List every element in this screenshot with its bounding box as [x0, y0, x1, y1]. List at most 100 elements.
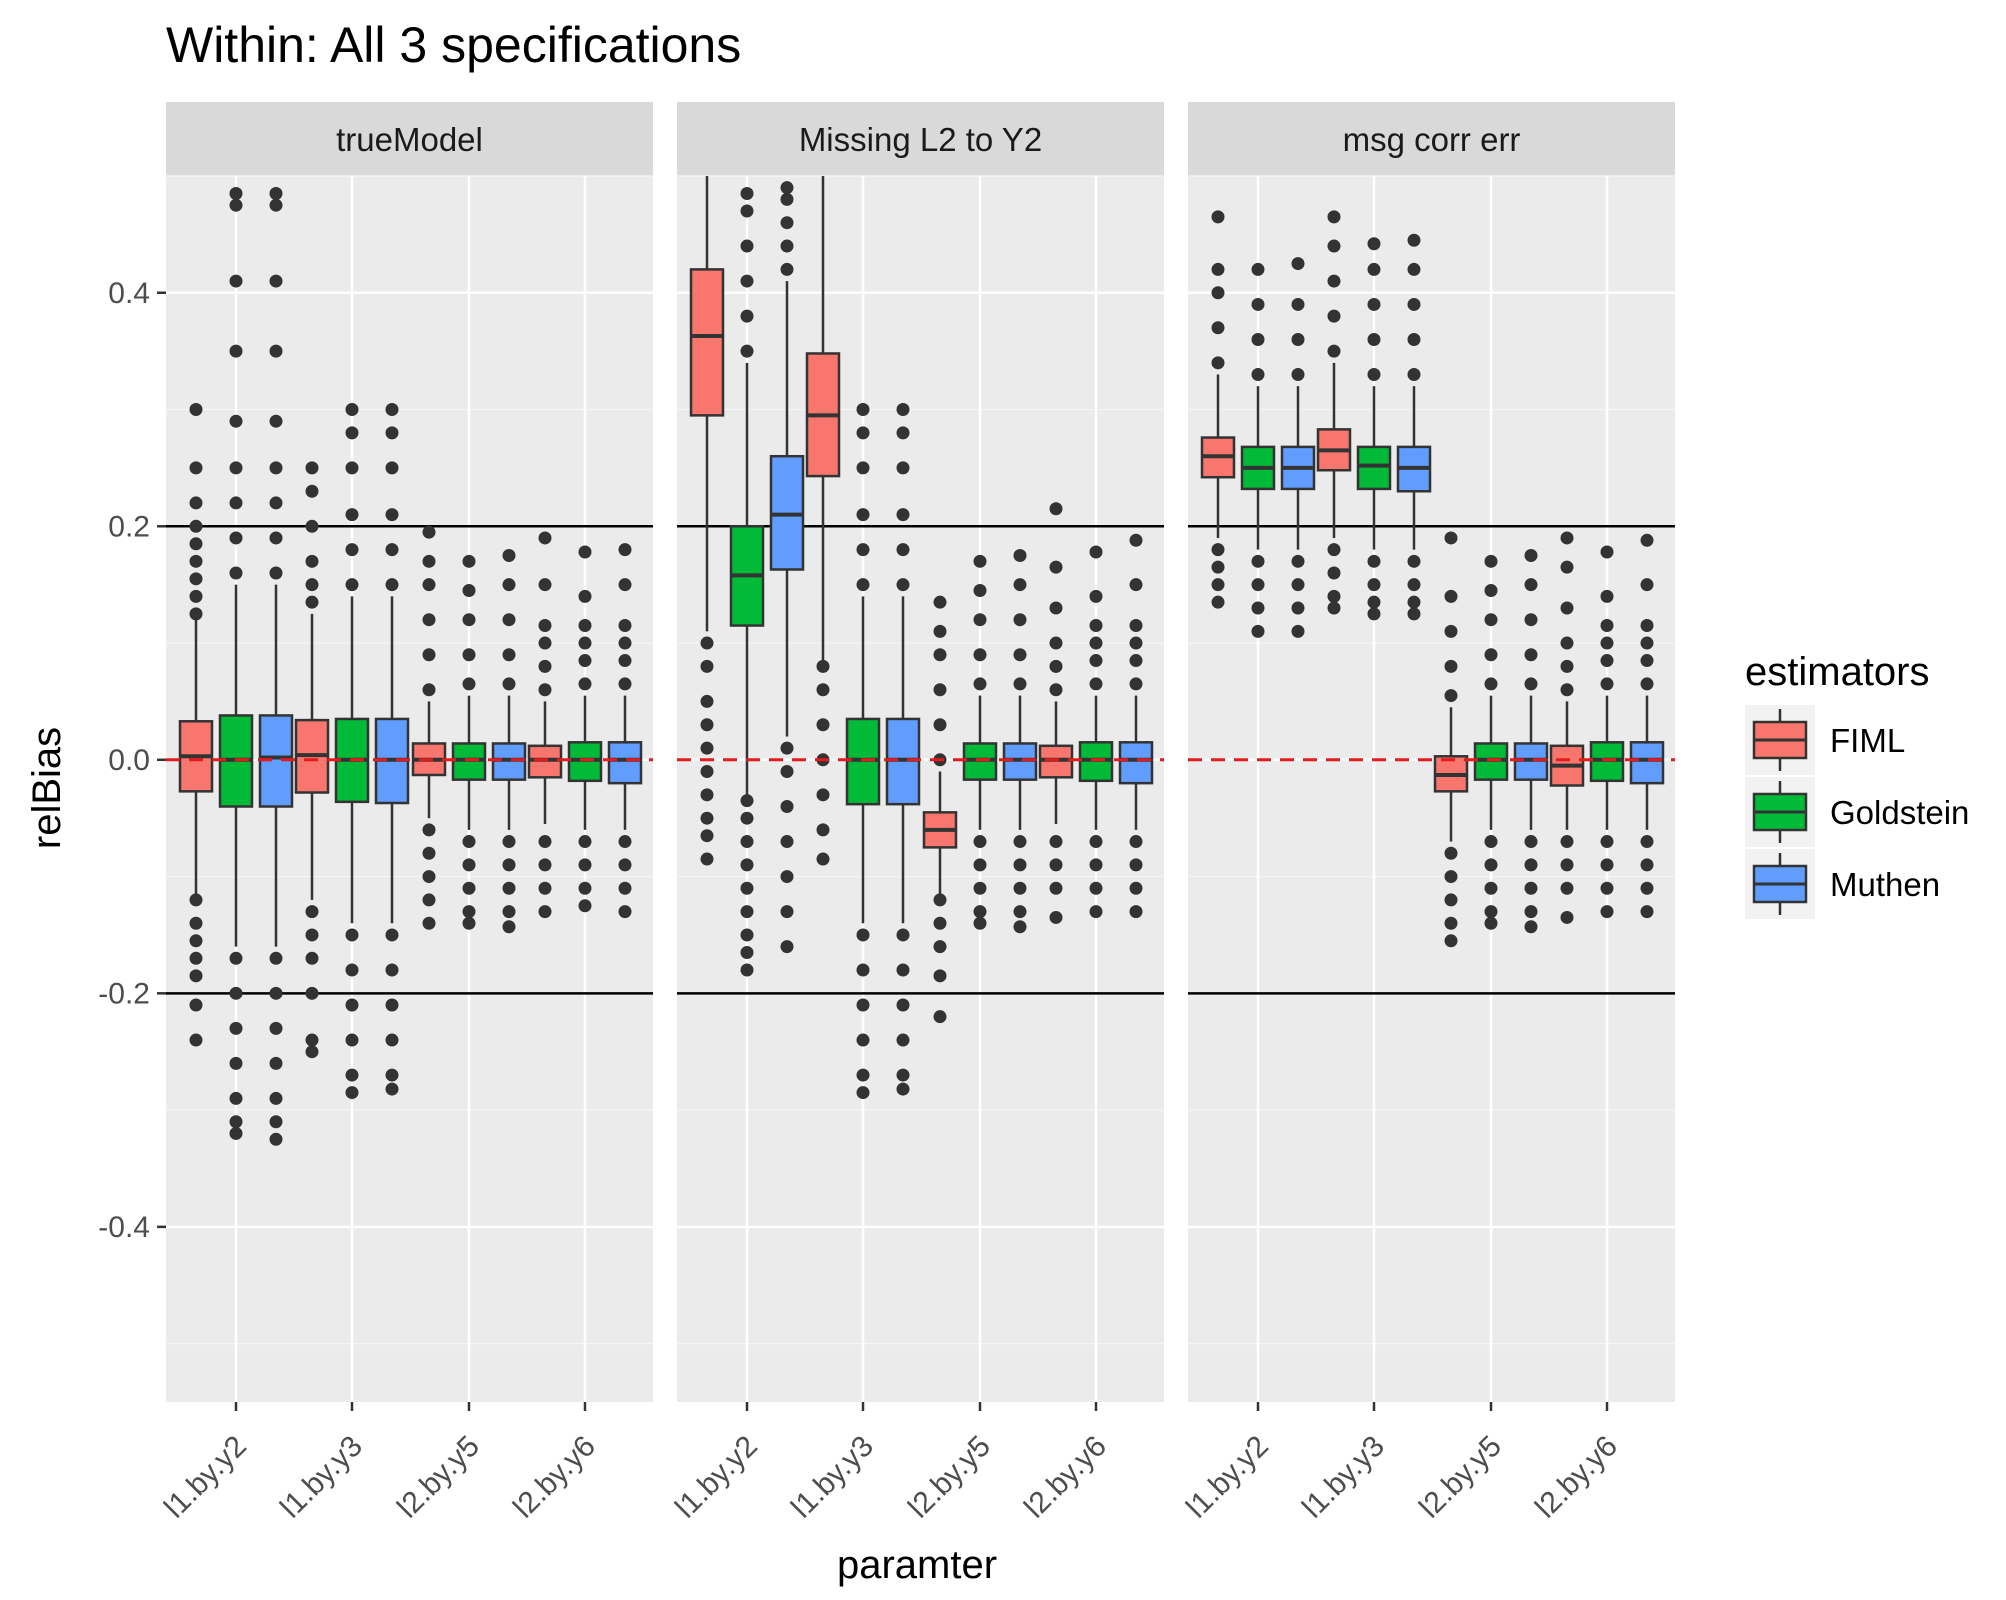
outlier-point: [1444, 846, 1458, 860]
outlier-point: [578, 589, 592, 603]
outlier-point: [1560, 636, 1574, 650]
outlier-point: [269, 461, 283, 475]
boxplot-fiml-l2.by.y5: [411, 525, 447, 930]
outlier-point: [1129, 636, 1143, 650]
facet-strip-0: [166, 102, 653, 176]
outlier-point: [740, 274, 754, 288]
outlier-point: [933, 1010, 947, 1024]
outlier-point: [740, 344, 754, 358]
outlier-point: [462, 554, 476, 568]
outlier-point: [422, 525, 436, 539]
outlier-point: [933, 940, 947, 954]
boxplot-muthen-l2.by.y5: [491, 548, 527, 934]
facet-panel-1: Missing L2 to Y2: [677, 102, 1164, 1402]
outlier-point: [856, 403, 870, 417]
outlier-point: [502, 548, 516, 562]
outlier-point: [1484, 648, 1498, 662]
outlier-point: [1013, 578, 1027, 592]
outlier-point: [385, 998, 399, 1012]
outlier-point: [1211, 210, 1225, 224]
outlier-point: [1560, 659, 1574, 673]
outlier-point: [1089, 545, 1103, 559]
outlier-point: [385, 1082, 399, 1096]
outlier-point: [538, 683, 552, 697]
outlier-point: [856, 1033, 870, 1047]
outlier-point: [305, 484, 319, 498]
legend-label-fiml: FIML: [1830, 722, 1905, 759]
outlier-point: [502, 905, 516, 919]
outlier-point: [780, 764, 794, 778]
outlier-point: [856, 963, 870, 977]
outlier-point: [1600, 545, 1614, 559]
outlier-point: [973, 677, 987, 691]
outlier-point: [973, 881, 987, 895]
outlier-point: [1049, 560, 1063, 574]
outlier-point: [345, 578, 359, 592]
facet-strip-1: [677, 102, 1164, 176]
outlier-point: [1524, 881, 1538, 895]
outlier-point: [1327, 543, 1341, 557]
outlier-point: [1407, 262, 1421, 276]
outlier-point: [1327, 601, 1341, 615]
outlier-point: [1524, 835, 1538, 849]
outlier-point: [1089, 619, 1103, 633]
boxplot-fiml-l1.by.y3: [805, 176, 841, 866]
outlier-point: [740, 811, 754, 825]
outlier-point: [1327, 589, 1341, 603]
outlier-point: [1640, 881, 1654, 895]
outlier-point: [345, 1068, 359, 1082]
outlier-point: [1251, 601, 1265, 615]
outlier-point: [780, 262, 794, 276]
boxplot-muthen-l2.by.y6: [1629, 533, 1665, 919]
outlier-point: [385, 543, 399, 557]
legend-key-muthen: [1745, 849, 1815, 919]
outlier-point: [740, 945, 754, 959]
outlier-point: [229, 1091, 243, 1105]
outlier-point: [973, 905, 987, 919]
outlier-point: [780, 870, 794, 884]
outlier-point: [385, 426, 399, 440]
outlier-point: [740, 835, 754, 849]
outlier-point: [229, 414, 243, 428]
outlier-point: [1129, 881, 1143, 895]
outlier-point: [1407, 578, 1421, 592]
facet-panel-2: msg corr err: [1188, 102, 1675, 1402]
outlier-point: [700, 852, 714, 866]
outlier-point: [305, 928, 319, 942]
outlier-point: [740, 309, 754, 323]
outlier-point: [1089, 881, 1103, 895]
outlier-point: [578, 899, 592, 913]
outlier-point: [422, 823, 436, 837]
outlier-point: [189, 951, 203, 965]
boxplot-fiml-l1.by.y2: [178, 403, 214, 1047]
outlier-point: [189, 969, 203, 983]
outlier-point: [856, 1068, 870, 1082]
outlier-point: [780, 181, 794, 195]
outlier-point: [1129, 677, 1143, 691]
boxplot-goldstein-l2.by.y5: [962, 554, 998, 930]
chart-title: Within: All 3 specifications: [166, 17, 741, 73]
boxplot-muthen-l1.by.y3: [1396, 233, 1432, 621]
outlier-point: [269, 531, 283, 545]
outlier-point: [1367, 297, 1381, 311]
outlier-point: [933, 718, 947, 732]
outlier-point: [618, 677, 632, 691]
outlier-point: [1211, 543, 1225, 557]
outlier-point: [1049, 601, 1063, 615]
outlier-point: [740, 239, 754, 253]
panel-background-2: [1188, 176, 1675, 1402]
outlier-point: [1600, 881, 1614, 895]
outlier-point: [1291, 624, 1305, 638]
outlier-point: [305, 1033, 319, 1047]
outlier-point: [1444, 916, 1458, 930]
outlier-point: [1251, 262, 1265, 276]
outlier-point: [1251, 624, 1265, 638]
outlier-point: [502, 920, 516, 934]
outlier-point: [856, 426, 870, 440]
outlier-point: [229, 461, 243, 475]
outlier-point: [1524, 677, 1538, 691]
outlier-point: [189, 496, 203, 510]
outlier-point: [229, 1115, 243, 1129]
outlier-point: [1049, 858, 1063, 872]
outlier-point: [856, 1086, 870, 1100]
